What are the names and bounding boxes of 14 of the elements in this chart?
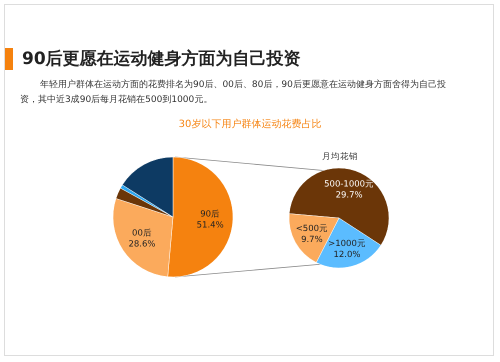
slice-label: >1000元 <box>328 238 366 249</box>
slice-label: 90后 <box>200 208 220 220</box>
data-label: 29.7% <box>336 190 363 201</box>
chart-title: 90后更愿在运动健身方面为自己投资 <box>22 48 301 70</box>
data-label: 12.0% <box>333 250 361 260</box>
slice-label: <500元 <box>296 223 328 234</box>
text: 30岁以下用户群体运动花费占比 <box>178 118 322 131</box>
slice-label: 500-1000元 <box>324 178 374 190</box>
data-label: 9.7% <box>301 235 323 246</box>
chart-title: 月均花销 <box>322 151 358 162</box>
data-label: 51.4% <box>196 220 224 231</box>
chart-subtitle: 年轻用户群体在运动方面的花费排名为90后、00后、80后，90后更愿意在运动健身方面舍得为自己投资，其中近3成90后每月花销在500到1000元。 <box>20 78 447 107</box>
data-label: 28.6% <box>128 240 156 250</box>
slice-label: 00后 <box>132 228 152 239</box>
